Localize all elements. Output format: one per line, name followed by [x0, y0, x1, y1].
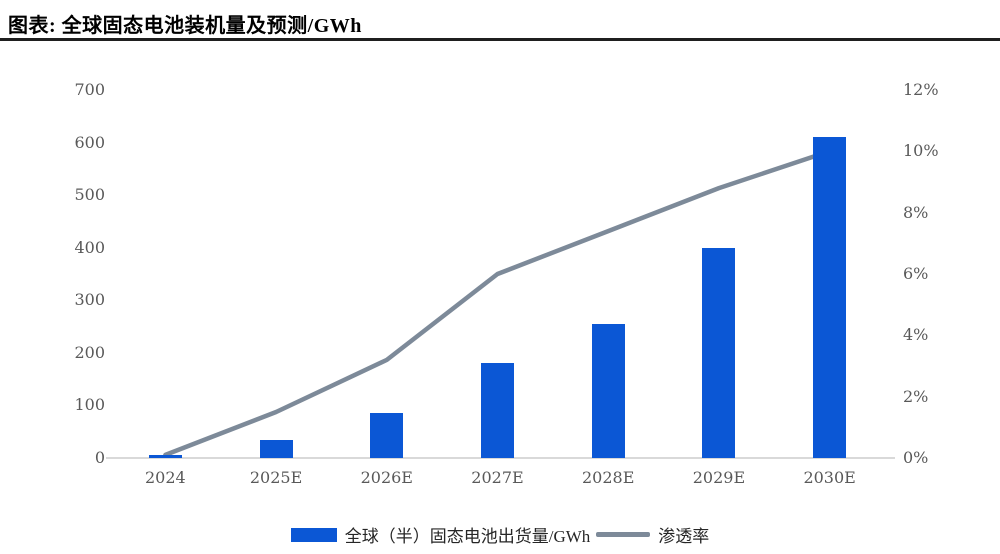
- x-tick-label-2026E: 2026E: [360, 468, 413, 487]
- x-tick-label-2027E: 2027E: [471, 468, 524, 487]
- chart-title: 图表: 全球固态电池装机量及预测/GWh: [8, 15, 362, 37]
- x-tick-label-2024: 2024: [145, 468, 186, 487]
- right-y-tick-label: 0%: [903, 448, 929, 467]
- right-y-tick-label: 2%: [903, 386, 929, 406]
- left-y-tick-label: 200: [74, 342, 105, 362]
- bar-2025E: [259, 439, 293, 458]
- left-y-tick-label: 100: [74, 395, 105, 415]
- legend: 全球（半）固态电池出货量/GWh 渗透率: [0, 522, 1000, 547]
- right-y-axis: 0% 2% 4% 6% 8% 10% 12%: [903, 80, 965, 467]
- legend-bar-label: 全球（半）固态电池出货量/GWh: [344, 527, 591, 546]
- bar-2026E: [370, 413, 404, 458]
- bar-2024: [148, 455, 182, 458]
- x-axis-labels: 2024 2025E 2026E 2027E 2028E 2029E 2030E: [110, 468, 885, 492]
- bar-2030E: [813, 137, 847, 458]
- bar-2028E: [591, 323, 625, 458]
- legend-line-swatch-icon: [596, 532, 651, 537]
- bar-2027E: [481, 363, 514, 458]
- x-axis-line: [106, 457, 895, 459]
- left-y-tick-label: 0: [94, 448, 105, 467]
- left-y-tick-label: 300: [74, 290, 105, 310]
- right-y-tick-label: 10%: [903, 141, 939, 161]
- legend-bar-swatch-icon: [290, 527, 337, 542]
- right-y-tick-label: 4%: [903, 325, 929, 345]
- left-y-tick-label: 400: [74, 237, 105, 257]
- x-tick-label-2025E: 2025E: [249, 468, 303, 487]
- right-y-tick-label: 12%: [903, 80, 939, 99]
- left-y-tick-label: 600: [74, 132, 105, 152]
- right-y-tick-label: 8%: [903, 202, 929, 222]
- left-y-tick-label: 500: [74, 185, 105, 205]
- x-tick-label-2030E: 2030E: [803, 468, 856, 487]
- penetration-line: [163, 149, 832, 458]
- x-tick-label-2029E: 2029E: [692, 468, 746, 487]
- plot-area: [106, 90, 895, 459]
- right-y-tick-label: 6%: [903, 264, 929, 283]
- legend-line-label: 渗透率: [658, 527, 710, 546]
- x-tick-label-2028E: 2028E: [582, 468, 635, 487]
- chart-title-bar: 图表: 全球固态电池装机量及预测/GWh: [0, 0, 1000, 41]
- bar-2029E: [702, 247, 736, 458]
- left-y-tick-label: 700: [74, 80, 105, 99]
- left-y-axis: 0 100 200 300 400 500 600 700: [40, 80, 105, 467]
